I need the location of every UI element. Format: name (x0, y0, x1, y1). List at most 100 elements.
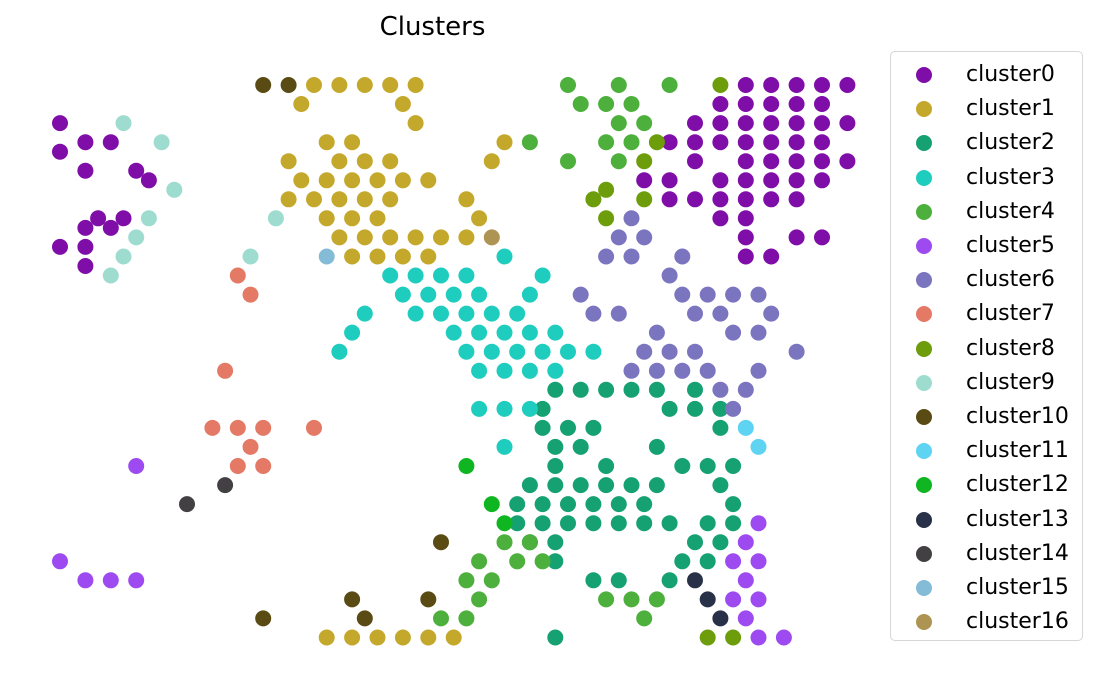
cluster6-point (725, 400, 742, 417)
cluster1-point (344, 210, 361, 227)
cluster1-point (331, 229, 348, 246)
cluster2-point (699, 458, 716, 474)
cluster2-point (560, 496, 576, 513)
cluster9-point (166, 181, 183, 198)
cluster2-point (687, 400, 703, 417)
cluster3-point (534, 267, 551, 284)
cluster0-point (763, 134, 780, 151)
legend-item-cluster1: cluster1 (891, 94, 1081, 124)
cluster5-point (128, 572, 145, 589)
cluster2-point (623, 477, 640, 494)
cluster1-point (407, 115, 424, 132)
cluster3-point (509, 305, 526, 322)
cluster6-point (687, 305, 703, 322)
cluster5-point (725, 553, 742, 570)
cluster1-point (331, 191, 348, 208)
cluster0-point (763, 191, 780, 208)
cluster9-point (102, 267, 119, 284)
cluster2-point (610, 572, 627, 589)
cluster1-point (458, 191, 475, 208)
cluster6-point (623, 362, 640, 379)
cluster0-point (687, 115, 703, 132)
legend-item-cluster6: cluster6 (891, 265, 1081, 295)
cluster1-point (331, 153, 348, 170)
cluster1-point (293, 96, 310, 112)
legend-label: cluster11 (966, 438, 1069, 464)
legend-label: cluster4 (966, 198, 1055, 224)
cluster0-point (712, 172, 729, 189)
legend-label: cluster6 (966, 267, 1055, 293)
legend-marker (916, 614, 932, 631)
cluster2-point (648, 381, 665, 398)
cluster5-point (77, 572, 94, 589)
cluster0-point (128, 162, 145, 179)
cluster4-point (623, 591, 640, 608)
cluster2-point (509, 515, 526, 532)
cluster0-point (788, 229, 805, 246)
cluster6-point (699, 286, 716, 303)
legend-label: cluster9 (966, 369, 1055, 395)
cluster1-point (369, 210, 386, 227)
cluster0-point (661, 191, 678, 208)
cluster4-point (521, 534, 538, 551)
chart-title: Clusters (379, 12, 486, 42)
cluster16-point (483, 229, 500, 246)
cluster0-point (737, 153, 754, 170)
cluster10-point (255, 77, 272, 93)
cluster4-point (509, 553, 526, 570)
cluster1-point (318, 134, 335, 151)
cluster4-point (661, 77, 678, 93)
cluster3-point (547, 362, 564, 379)
cluster1-point (471, 210, 488, 227)
legend-marker (916, 101, 932, 118)
legend-item-cluster8: cluster8 (891, 334, 1081, 364)
cluster1-point (356, 77, 373, 93)
cluster0-point (661, 134, 678, 151)
cluster3-point (433, 267, 449, 284)
legend: cluster0 cluster1 cluster2 cluster3 cluster4… (890, 51, 1083, 641)
cluster2-point (598, 477, 615, 494)
cluster2-point (585, 515, 602, 532)
cluster1-point (382, 153, 399, 170)
cluster0-point (737, 248, 754, 265)
cluster3-point (407, 267, 424, 284)
cluster3-point (521, 362, 538, 379)
cluster3-point (585, 343, 602, 360)
cluster0-point (140, 172, 157, 189)
legend-marker (916, 477, 932, 494)
cluster6-point (737, 381, 754, 398)
cluster0-point (788, 134, 805, 151)
cluster12-point (458, 458, 475, 474)
cluster0-point (788, 153, 805, 170)
cluster13-point (687, 572, 703, 589)
cluster5-point (750, 591, 767, 608)
cluster0-point (77, 238, 94, 255)
cluster8-point (636, 191, 653, 208)
cluster2-point (547, 629, 564, 646)
cluster2-point (661, 572, 678, 589)
legend-marker (916, 306, 932, 323)
cluster2-point (585, 496, 602, 513)
cluster9-point (140, 210, 157, 227)
cluster3-point (344, 324, 361, 341)
cluster0-point (737, 115, 754, 132)
cluster6-point (712, 305, 729, 322)
cluster8-point (598, 181, 615, 198)
cluster8-point (585, 191, 602, 208)
legend-label: cluster10 (966, 404, 1069, 429)
cluster2-point (674, 458, 691, 474)
cluster6-point (636, 229, 653, 246)
cluster2-point (610, 496, 627, 513)
cluster4-point (636, 115, 653, 132)
cluster2-point (687, 534, 703, 551)
cluster4-point (458, 610, 475, 627)
cluster1-point (369, 172, 386, 189)
cluster3-point (331, 343, 348, 360)
cluster1-point (356, 191, 373, 208)
cluster1-point (344, 172, 361, 189)
cluster3-point (458, 343, 475, 360)
cluster6-point (585, 305, 602, 322)
cluster0-point (763, 172, 780, 189)
cluster2-point (534, 496, 551, 513)
cluster4-point (534, 553, 551, 570)
